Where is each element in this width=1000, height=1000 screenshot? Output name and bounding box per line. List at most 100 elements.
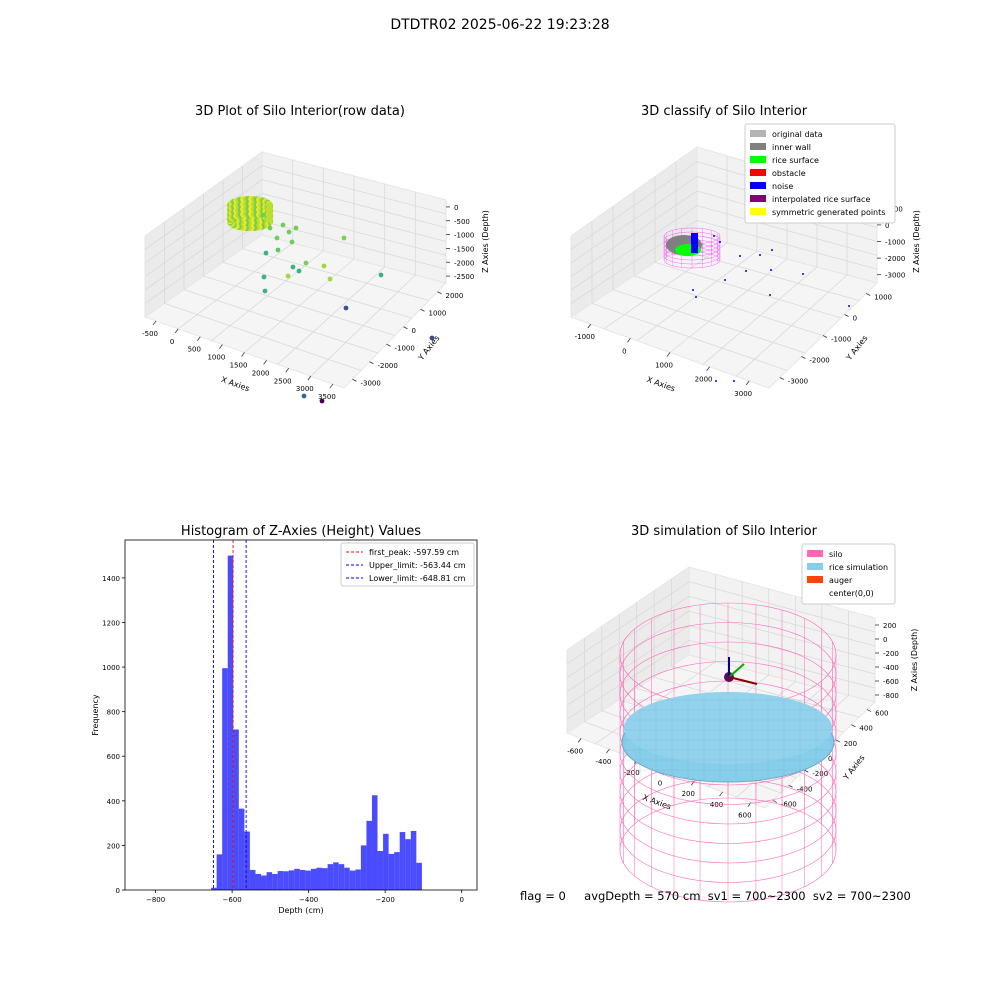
x-tick-label: 1500 [230, 362, 248, 370]
data-point [341, 235, 347, 241]
histogram-bar [327, 864, 334, 890]
panel-raw-3d: -500 0 500 1000 1500 2000 2500 3000 3500 -3000 -20… [142, 151, 490, 404]
y-tick-label: 1400 [102, 575, 120, 583]
x-tick [241, 352, 245, 357]
histogram-bar [283, 871, 289, 890]
grid-line [591, 302, 788, 371]
rice-simulation [624, 692, 832, 764]
histogram-bar [349, 870, 356, 890]
y-tick [844, 314, 849, 317]
x-tick [690, 780, 695, 786]
data-point [263, 250, 269, 256]
grid-line [566, 596, 690, 678]
auger-axis-y [728, 663, 745, 678]
noise-point [724, 279, 726, 281]
data-point [275, 247, 281, 253]
noise-point [695, 296, 697, 298]
histogram-bar [222, 668, 228, 890]
grid-line [696, 205, 878, 256]
x-tick-label: 0 [459, 896, 463, 904]
histogram-bar [316, 867, 323, 890]
legend-label: first_peak: -597.59 cm [369, 548, 459, 557]
z-tick-label: 0 [454, 204, 458, 212]
data-point [301, 393, 307, 399]
x-tick [745, 380, 750, 386]
histogram-bar [360, 845, 367, 890]
histogram-bar [216, 854, 223, 890]
plot-area [125, 540, 477, 890]
x-tick-label: 1000 [655, 362, 673, 370]
data-point [303, 260, 309, 266]
grid-line [566, 625, 690, 706]
x-tick-label: -1000 [575, 333, 595, 341]
data-point [274, 235, 280, 241]
noise-point [715, 380, 717, 382]
histogram-bar [355, 869, 361, 890]
legend-label: noise [772, 182, 793, 191]
histogram-bar [377, 850, 384, 890]
x-tick-label: −800 [146, 896, 165, 904]
noise-point [713, 235, 715, 237]
x-tick-label: 400 [710, 801, 723, 809]
data-point [429, 335, 435, 341]
x-tick [307, 375, 312, 381]
x-tick-label: −600 [223, 896, 242, 904]
z-axis-label: Z Axies (Depth) [481, 210, 490, 273]
z-tick-label: -200 [883, 650, 899, 658]
histogram-bar [405, 839, 411, 890]
data-point [343, 305, 349, 311]
x-tick [219, 344, 223, 349]
y-tick-label: 600 [107, 753, 120, 761]
legend-swatch [750, 195, 766, 202]
histogram-bar [371, 795, 378, 890]
x-tick-label: 0 [658, 780, 662, 788]
y-tick [801, 356, 806, 359]
data-point [261, 274, 267, 280]
grid-line [612, 289, 806, 354]
z-tick-label: 0 [883, 636, 887, 644]
grid-line [696, 219, 878, 270]
grid-line [633, 275, 824, 336]
z-axis-label: Z Axies (Depth) [910, 629, 919, 692]
plot-frame [124, 539, 478, 891]
x-tick-label: -400 [595, 758, 611, 766]
z-tick-label: -1000 [454, 232, 474, 240]
y-tick-label: 1000 [874, 294, 892, 302]
y-tick-label: 1200 [102, 619, 120, 627]
noise-point [733, 380, 735, 382]
y-tick [403, 326, 408, 330]
histogram-bar [388, 853, 395, 890]
data-point [280, 222, 286, 228]
noise-point [745, 270, 747, 272]
y-tick-label: -600 [781, 800, 797, 808]
grid-line [242, 248, 430, 301]
y-tick-label: -2000 [809, 357, 829, 365]
x-tick-label: -500 [142, 330, 158, 338]
legend-label: inner wall [772, 143, 811, 152]
data-point [296, 268, 302, 274]
grid-line [570, 161, 698, 250]
x-tick-label: 1000 [207, 354, 225, 362]
x-tick-label: −400 [299, 896, 318, 904]
legend-label: obstacle [772, 169, 806, 178]
grid-line [183, 289, 379, 354]
grid-line [203, 275, 396, 336]
y-tick-label: -200 [812, 770, 828, 778]
grid-line [261, 179, 447, 229]
x-tick-label: 200 [682, 790, 695, 798]
grid-line [261, 193, 447, 242]
x-tick [606, 748, 610, 754]
data-point [319, 398, 325, 404]
x-tick-label: -200 [624, 769, 640, 777]
histogram-bar [294, 868, 300, 890]
x-tick-label: −200 [376, 896, 395, 904]
z-tick-label: -1500 [454, 245, 474, 253]
y-tick-label: 400 [859, 725, 872, 733]
z-tick-label: -2500 [454, 273, 474, 281]
grid-line [566, 610, 690, 692]
x-tick [152, 320, 157, 326]
histogram-bar [211, 887, 217, 890]
z-tick-label: -500 [454, 218, 470, 226]
grid-line [566, 581, 690, 665]
